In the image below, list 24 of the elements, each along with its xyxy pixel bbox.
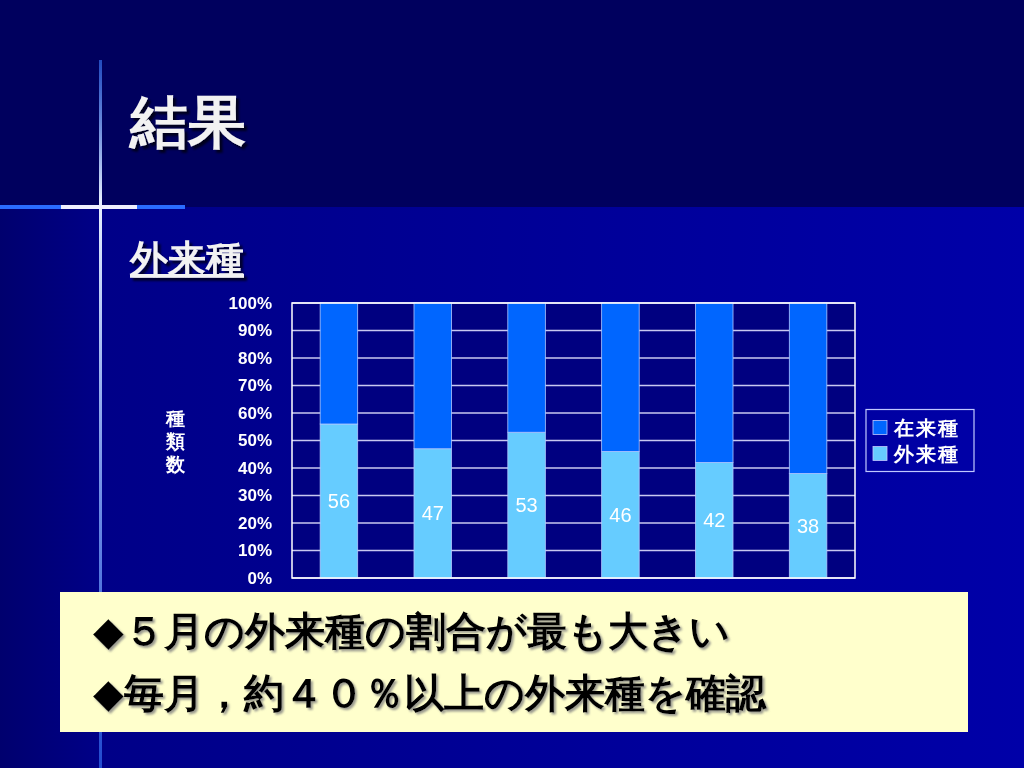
y-tick-label: 10%: [237, 541, 272, 560]
legend-label: 在来種: [893, 416, 960, 439]
y-tick-label: 90%: [237, 321, 272, 340]
data-label: 47: [421, 502, 444, 525]
y-tick-label: 100%: [228, 293, 272, 313]
data-label: 46: [609, 503, 632, 526]
data-label: 56: [327, 490, 351, 512]
y-tick-label: 80%: [237, 348, 272, 368]
y-tick-label: 70%: [237, 376, 272, 395]
legend-label: 外来種: [893, 442, 960, 465]
y-tick-label: 50%: [237, 431, 272, 450]
text: ◆５月の外来種の割合が最も大きい: [93, 609, 730, 653]
text: ◆毎月，約４０％以上の外来種を確認: [93, 671, 767, 715]
data-label: 38: [796, 514, 820, 537]
data-label: 53: [515, 494, 538, 517]
y-tick-label: 60%: [237, 403, 272, 423]
y-tick-label: 30%: [237, 486, 272, 505]
y-tick-label: 0%: [247, 568, 272, 588]
chart-subtitle: 外来種: [129, 238, 244, 280]
y-axis-title: 種類数: [164, 407, 186, 474]
y-tick-label: 20%: [237, 513, 272, 533]
data-label: 42: [703, 509, 726, 532]
chart-title: 結果: [128, 89, 246, 154]
y-tick-label: 40%: [237, 458, 272, 478]
